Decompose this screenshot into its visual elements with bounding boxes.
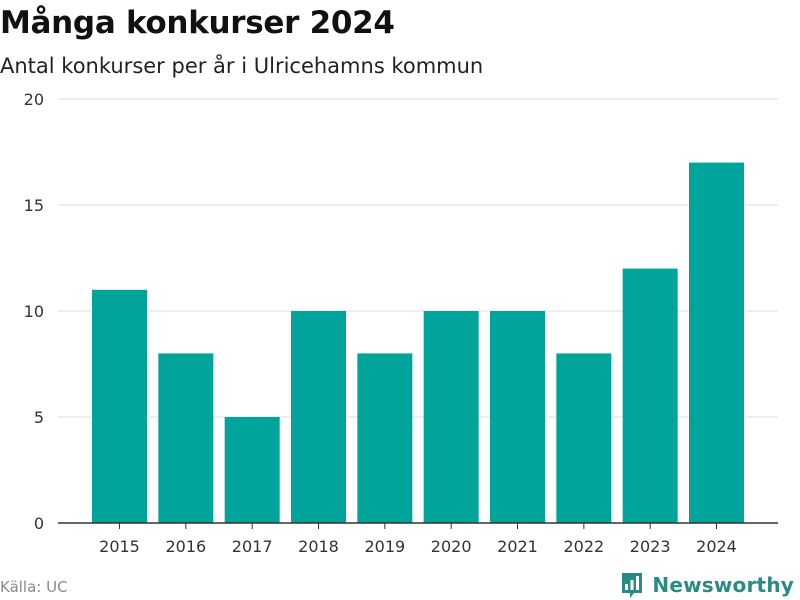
x-tick-label: 2017 bbox=[232, 537, 273, 556]
x-tick-label: 2018 bbox=[298, 537, 339, 556]
x-tick-label: 2016 bbox=[165, 537, 206, 556]
bar-2015 bbox=[92, 289, 147, 523]
y-tick-label: 5 bbox=[34, 408, 44, 427]
bar-2016 bbox=[158, 353, 214, 523]
bar-2020 bbox=[423, 311, 479, 523]
bar-2017 bbox=[224, 417, 280, 523]
bars bbox=[92, 162, 744, 523]
bar-2022 bbox=[556, 353, 612, 523]
x-tick-label: 2019 bbox=[364, 537, 405, 556]
chart-title: Många konkurser 2024 bbox=[0, 5, 395, 41]
source-note: Källa: UC bbox=[0, 578, 68, 596]
x-tick-label: 2023 bbox=[630, 537, 671, 556]
brand-logo: Newsworthy bbox=[620, 570, 794, 600]
y-tick-label: 15 bbox=[24, 196, 44, 215]
bar-2018 bbox=[291, 311, 346, 523]
y-tick-label: 0 bbox=[34, 514, 44, 533]
y-axis-ticks: 0 5 10 15 20 bbox=[24, 90, 44, 533]
bar-2023 bbox=[622, 268, 678, 523]
bar-2024 bbox=[689, 162, 744, 523]
chart-subtitle: Antal konkurser per år i Ulricehamns kom… bbox=[0, 54, 484, 78]
x-axis-ticks: 2015 2016 2017 2018 2019 2020 2021 2022 2023 2024 bbox=[99, 523, 737, 556]
y-tick-label: 10 bbox=[24, 302, 44, 321]
bar-2019 bbox=[357, 353, 413, 523]
x-tick-label: 2022 bbox=[563, 537, 604, 556]
bar-2021 bbox=[490, 311, 545, 523]
bar-chart-icon bbox=[622, 573, 643, 598]
y-tick-label: 20 bbox=[24, 90, 44, 109]
x-tick-label: 2020 bbox=[431, 537, 472, 556]
x-tick-label: 2024 bbox=[696, 537, 737, 556]
x-tick-label: 2015 bbox=[99, 537, 140, 556]
x-tick-label: 2021 bbox=[497, 537, 538, 556]
brand-name: Newsworthy bbox=[652, 573, 794, 597]
